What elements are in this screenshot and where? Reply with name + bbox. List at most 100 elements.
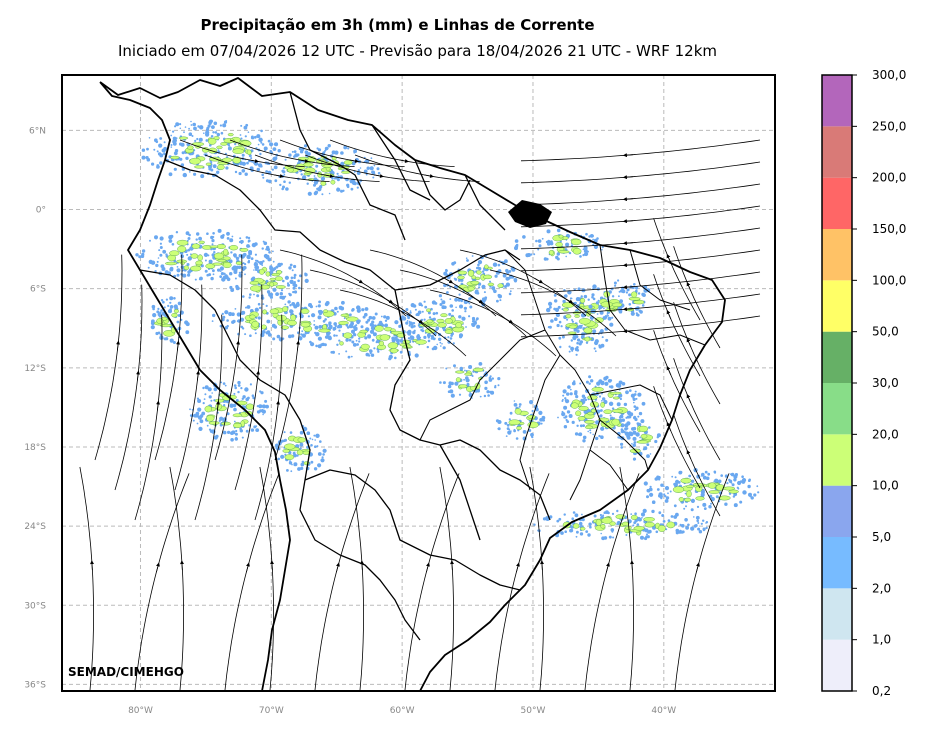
rain-heavy-cell [415, 339, 427, 345]
rain-cell [499, 299, 502, 302]
rain-cell [601, 336, 604, 339]
rain-cell [700, 492, 705, 497]
rain-cell [602, 514, 605, 517]
rain-cell [417, 310, 422, 315]
rain-cell [328, 331, 331, 335]
rain-cell [254, 332, 257, 335]
rain-heavy-cell [220, 421, 231, 426]
rain-cell [579, 532, 584, 536]
rain-cell [208, 395, 212, 399]
rain-cell [440, 298, 443, 301]
rain-cell [528, 429, 532, 432]
rain-cell [304, 273, 308, 277]
rain-cell [362, 315, 366, 319]
rain-cell [597, 410, 600, 414]
rain-cell [630, 513, 633, 515]
rain-cell [583, 397, 586, 400]
rain-cell [583, 248, 588, 253]
streamline [653, 274, 701, 377]
rain-cell [434, 302, 438, 305]
rain-cell [420, 328, 423, 332]
rain-cell [273, 267, 277, 271]
rain-cell [635, 397, 638, 400]
rain-cell [373, 164, 376, 167]
rain-cell [338, 329, 341, 332]
rain-cell [175, 122, 180, 127]
rain-heavy-cell [585, 425, 594, 429]
rain-cell [641, 401, 646, 406]
rain-cell [185, 231, 190, 236]
rain-heavy-cell [290, 314, 296, 322]
rain-cell [757, 491, 760, 494]
rain-cell [459, 304, 463, 309]
rain-cell [555, 255, 559, 260]
streamline [494, 473, 550, 691]
rain-heavy-cell [323, 309, 328, 314]
rain-cell [579, 255, 582, 258]
rain-cell [210, 399, 213, 402]
rain-cell [465, 257, 468, 260]
rain-cell [240, 240, 244, 244]
rain-cell [331, 350, 335, 354]
rain-cell [230, 288, 235, 292]
rain-cell [612, 536, 615, 539]
rain-cell [577, 338, 581, 342]
rain-cell [317, 463, 322, 468]
rain-heavy-cell [577, 416, 586, 421]
rain-cell [248, 154, 252, 158]
rain-cell [427, 339, 431, 343]
rain-cell [616, 523, 618, 526]
rain-cell [376, 167, 380, 171]
rain-cell [293, 290, 298, 294]
rain-cell [448, 312, 452, 316]
rain-cell [733, 503, 738, 508]
rain-cell [335, 334, 338, 337]
rain-heavy-cell [611, 418, 620, 426]
rain-cell [160, 299, 164, 302]
rain-cell [240, 137, 243, 140]
rain-heavy-cell [640, 433, 648, 439]
rain-cell [297, 467, 301, 471]
rain-cell [633, 401, 635, 404]
rain-cell [346, 185, 350, 189]
rain-cell [222, 315, 226, 319]
rain-cell [594, 340, 599, 346]
rain-cell [669, 490, 672, 493]
rain-cell [233, 392, 236, 395]
rain-heavy-cell [387, 342, 399, 349]
rain-cell [204, 393, 207, 396]
rain-cell [235, 265, 240, 269]
rain-heavy-cell [638, 425, 649, 433]
rain-heavy-cell [170, 155, 180, 160]
rain-cell [632, 430, 637, 435]
rain-cell [643, 481, 648, 486]
rain-cell [262, 260, 265, 263]
rain-cell [592, 238, 594, 241]
rain-cell [253, 425, 257, 429]
rain-cell [433, 345, 438, 351]
rain-cell [541, 237, 544, 240]
rain-cell [628, 293, 632, 297]
streamline-arrow [686, 337, 692, 348]
rain-cell [625, 291, 629, 294]
rain-cell [175, 137, 178, 140]
rain-cell [441, 343, 443, 345]
streamline-arrow [354, 277, 364, 284]
rain-cell [370, 353, 375, 357]
streamline-arrow [156, 562, 160, 573]
rain-cell [369, 322, 374, 327]
streamline [520, 161, 761, 184]
rain-cell [190, 124, 193, 126]
rain-heavy-cell [678, 497, 684, 502]
rain-cell [508, 292, 512, 296]
rain-cell [367, 354, 371, 357]
rain-cell [369, 352, 372, 355]
rain-cell [508, 270, 512, 273]
rain-cell [377, 171, 381, 175]
rain-heavy-cell [195, 260, 203, 266]
rain-cell [684, 518, 688, 522]
rain-cell [241, 153, 245, 157]
rain-cell [537, 529, 540, 532]
rain-cell [176, 320, 180, 324]
rain-cell [290, 334, 295, 338]
